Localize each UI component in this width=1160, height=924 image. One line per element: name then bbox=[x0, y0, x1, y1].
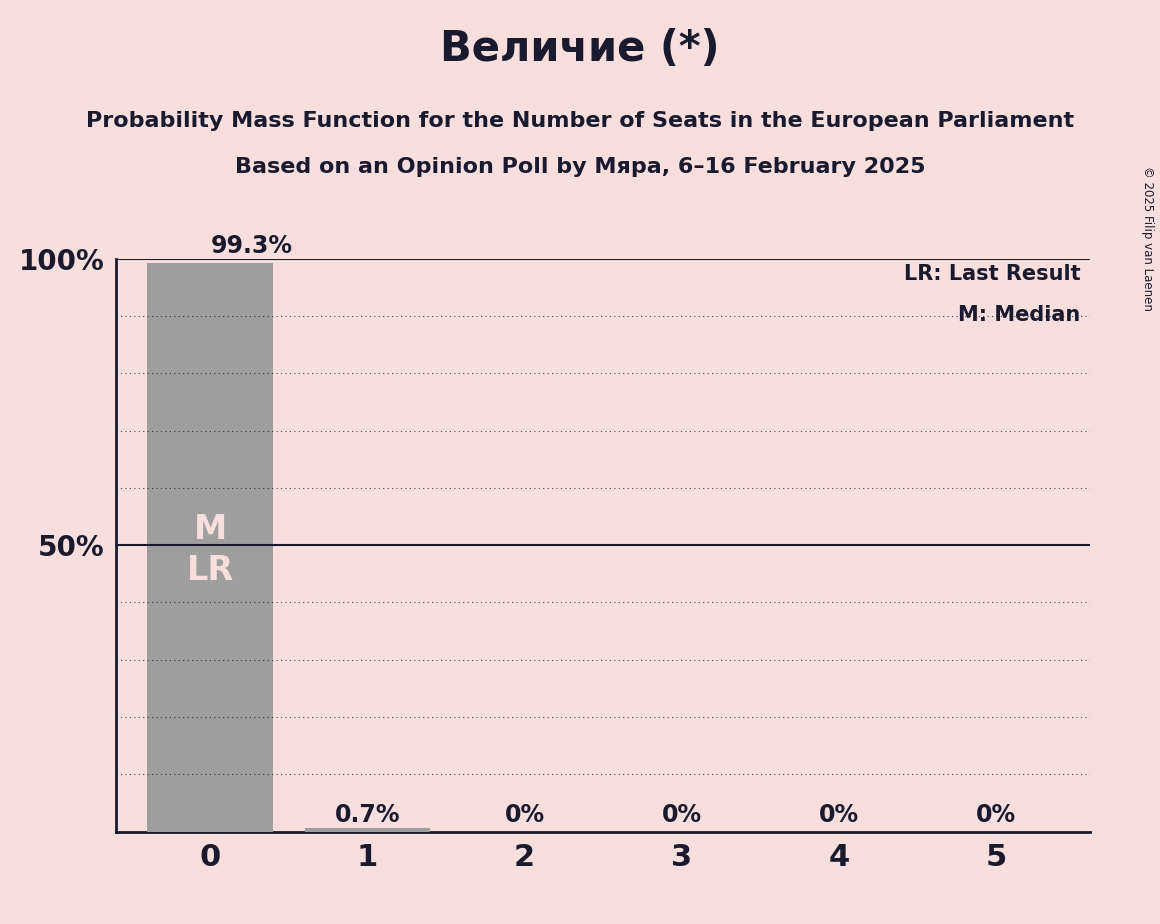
Text: 0%: 0% bbox=[819, 803, 860, 827]
Text: Based on an Opinion Poll by Мяра, 6–16 February 2025: Based on an Opinion Poll by Мяра, 6–16 F… bbox=[234, 157, 926, 177]
Text: LR: LR bbox=[187, 553, 234, 587]
Text: 0.7%: 0.7% bbox=[335, 803, 400, 827]
Text: LR: Last Result: LR: Last Result bbox=[904, 264, 1081, 285]
Text: Probability Mass Function for the Number of Seats in the European Parliament: Probability Mass Function for the Number… bbox=[86, 111, 1074, 131]
Text: M: Median: M: Median bbox=[958, 305, 1081, 324]
Text: 99.3%: 99.3% bbox=[210, 234, 292, 258]
Bar bbox=[305, 828, 430, 832]
Text: 0%: 0% bbox=[976, 803, 1016, 827]
Text: 0%: 0% bbox=[505, 803, 545, 827]
Text: Величие (*): Величие (*) bbox=[440, 28, 720, 69]
Text: M: M bbox=[194, 514, 227, 546]
Text: 0%: 0% bbox=[661, 803, 702, 827]
Bar bbox=[147, 262, 273, 832]
Text: © 2025 Filip van Laenen: © 2025 Filip van Laenen bbox=[1141, 166, 1154, 311]
